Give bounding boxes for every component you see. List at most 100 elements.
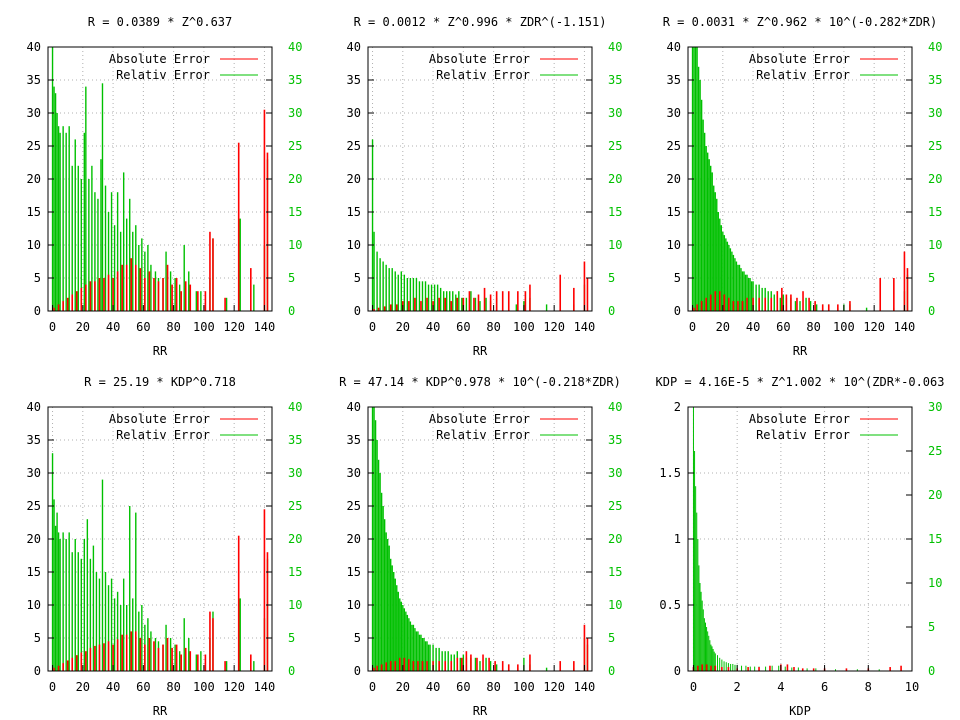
absolute-error-bar (144, 278, 146, 311)
relative-error-bar (188, 638, 190, 671)
absolute-error-bar (501, 291, 504, 311)
relative-error-bar (403, 608, 406, 671)
relative-error-bar (693, 47, 695, 311)
absolute-error-bar (166, 638, 169, 671)
relative-error-bar (104, 185, 107, 311)
chart-title: R = 0.0031 * Z^0.962 * 10^(-0.282*ZDR) (663, 15, 938, 29)
absolute-error-bar (461, 657, 463, 671)
relative-error-bar (94, 192, 96, 311)
absolute-error-bar (66, 297, 69, 311)
y2-tick-label: 10 (928, 576, 942, 590)
relative-error-bar (778, 665, 780, 671)
absolute-error-bar (483, 287, 486, 311)
y2-tick-label: 10 (288, 598, 302, 612)
relative-error-bar (515, 304, 518, 311)
relative-error-bar (400, 601, 402, 671)
y-tick-label: 0 (354, 664, 361, 678)
y2-tick-label: 10 (928, 238, 942, 252)
absolute-error-bar (412, 661, 415, 671)
relative-error-bar (479, 301, 481, 311)
x-tick-label: 20 (396, 680, 410, 694)
absolute-error-bar (373, 309, 375, 311)
absolute-error-bar (781, 287, 783, 311)
y-tick-label: 25 (347, 499, 361, 513)
y-tick-label: 30 (27, 106, 41, 120)
absolute-error-bar (812, 668, 815, 671)
absolute-error-bar (714, 665, 717, 671)
absolute-error-bar (529, 284, 531, 311)
absolute-error-bar (209, 611, 211, 671)
relative-error-bar (719, 218, 721, 311)
absolute-error-bar (144, 644, 146, 671)
absolute-error-bar (583, 261, 586, 311)
absolute-error-bar (116, 639, 119, 671)
y-tick-label: 35 (347, 73, 361, 87)
absolute-error-bar (696, 304, 698, 311)
absolute-error-bar (266, 152, 269, 311)
relative-error-bar (708, 159, 710, 311)
y-tick-label: 20 (27, 532, 41, 546)
relative-error-bar (141, 238, 143, 311)
y2-tick-label: 15 (608, 205, 622, 219)
relative-error-bar (729, 248, 732, 311)
absolute-error-bar (477, 294, 480, 311)
relative-error-bar (426, 641, 428, 671)
relative-error-bar (379, 258, 381, 311)
legend-absolute-error-label: Absolute Error (109, 412, 210, 426)
absolute-error-bar (197, 654, 199, 671)
absolute-error-bar (75, 655, 78, 671)
absolute-error-bar (421, 661, 424, 671)
absolute-error-bar (444, 661, 446, 671)
relative-error-bar (408, 618, 410, 671)
x-tick-label: 40 (746, 320, 760, 334)
x-tick-label: 80 (486, 320, 500, 334)
absolute-error-bar (889, 667, 891, 671)
absolute-error-bar (94, 645, 96, 671)
absolute-error-bar (212, 618, 214, 671)
absolute-error-bar (814, 301, 816, 311)
absolute-error-bar (470, 654, 472, 671)
absolute-error-bar (103, 643, 105, 671)
relative-error-bar (374, 420, 377, 671)
absolute-error-bar (162, 278, 164, 311)
relative-error-bar (68, 532, 70, 671)
y-tick-label: 15 (27, 565, 41, 579)
relative-error-bar (470, 291, 472, 311)
y2-tick-label: 30 (288, 106, 302, 120)
absolute-error-bar (153, 641, 155, 671)
y-tick-label: 0 (34, 304, 41, 318)
relative-error-bar (56, 512, 58, 671)
y-tick-label: 35 (667, 73, 681, 87)
relative-error-bar (154, 271, 157, 311)
y-tick-label: 30 (27, 466, 41, 480)
y2-tick-label: 30 (288, 466, 302, 480)
relative-error-bar (710, 165, 712, 311)
absolute-error-bar (116, 271, 119, 311)
relative-error-bar (68, 126, 70, 311)
relative-error-bar (119, 605, 122, 671)
y-tick-label: 5 (34, 271, 41, 285)
relative-error-bar (169, 271, 172, 311)
relative-error-bar (420, 634, 422, 671)
y2-tick-label: 0 (608, 304, 615, 318)
relative-error-bar (409, 621, 412, 671)
absolute-error-bar (389, 661, 392, 671)
relative-error-bar (396, 585, 398, 671)
absolute-error-bar (879, 278, 882, 311)
relative-error-bar (412, 624, 415, 671)
y2-tick-label: 40 (608, 40, 622, 54)
x-axis-label: KDP (789, 704, 811, 718)
relative-error-bar (154, 638, 157, 671)
relative-error-bar (485, 657, 487, 671)
relative-error-bar (779, 297, 782, 311)
relative-error-bar (485, 297, 487, 311)
relative-error-bar (699, 80, 701, 311)
relative-error-bar (447, 651, 449, 671)
absolute-error-bar (53, 307, 55, 311)
x-tick-label: 60 (136, 320, 150, 334)
absolute-error-bar (197, 291, 199, 311)
y-tick-label: 2 (674, 400, 681, 414)
y2-tick-label: 5 (608, 631, 615, 645)
relative-error-bar (239, 598, 241, 671)
relative-error-bar (713, 185, 715, 311)
